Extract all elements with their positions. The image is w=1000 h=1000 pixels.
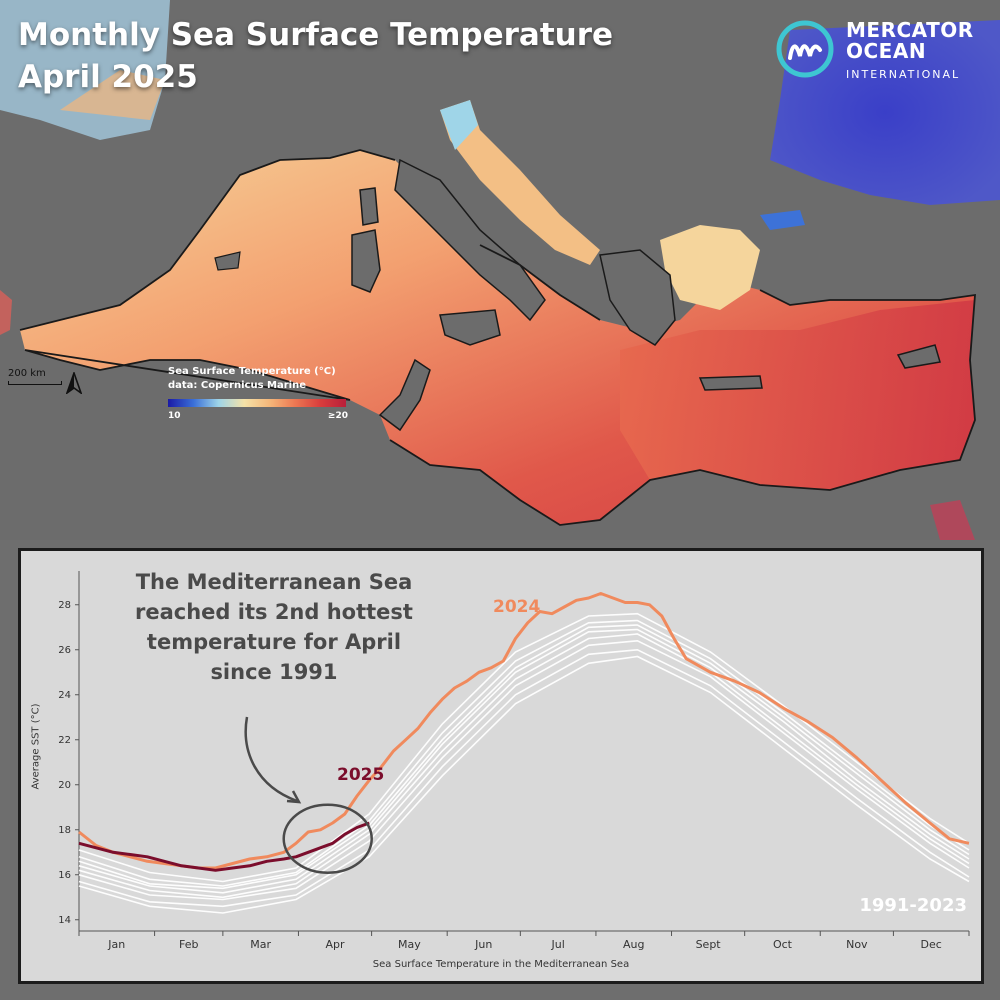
x-axis-label: Sea Surface Temperature in the Mediterra… — [372, 959, 630, 970]
balearic-islands — [214, 251, 241, 271]
highlight-circle — [282, 803, 373, 874]
y-tick-label: 28 — [58, 600, 71, 611]
italy-land — [394, 158, 546, 322]
x-tick-label: Dec — [921, 938, 942, 951]
climatology-line — [78, 648, 970, 908]
legend-colorbar — [168, 399, 346, 407]
scale-bar: 200 km — [8, 368, 62, 385]
greece-land — [599, 249, 676, 346]
mercator-logo: MERCATOR OCEAN INTERNATIONAL — [774, 18, 984, 86]
adriatic-sea — [440, 100, 600, 265]
corsica-island — [359, 187, 379, 226]
annotation-arrowhead — [286, 790, 302, 804]
tunisia-land — [378, 358, 431, 432]
cyprus-island — [896, 344, 941, 369]
aegean-sea — [660, 225, 760, 310]
series-line-2024 — [78, 592, 970, 870]
mercator-m-icon — [776, 20, 834, 78]
legend-min-label: 10 — [168, 411, 181, 421]
y-axis-label: Average SST (°C) — [30, 703, 42, 790]
x-tick-label: Aug — [623, 938, 644, 951]
x-tick-label: Mar — [250, 938, 271, 951]
legend-source: data: Copernicus Marine — [168, 380, 306, 391]
map-legend: Sea Surface Temperature (°C) data: Coper… — [168, 365, 348, 421]
y-tick-label: 18 — [58, 825, 71, 836]
x-tick-label: Oct — [773, 938, 793, 951]
sst-map — [0, 0, 1000, 540]
y-tick-label: 26 — [58, 645, 71, 656]
series-label-2024: 2024 — [493, 597, 541, 617]
marmara-sea — [760, 210, 805, 230]
page-title: Monthly Sea Surface Temperature April 20… — [18, 14, 613, 98]
logo-line-2: OCEAN — [846, 39, 927, 63]
x-tick-label: Sept — [696, 938, 722, 951]
scale-label: 200 km — [8, 368, 46, 379]
climatology-line — [78, 655, 970, 914]
y-tick-label: 22 — [58, 735, 71, 746]
title-line-2: April 2025 — [18, 59, 198, 95]
series-line-2025 — [78, 821, 370, 872]
climatology-line — [78, 612, 970, 883]
north-arrow-icon — [66, 372, 82, 394]
climatology-line — [78, 628, 970, 894]
logo-line-1: MERCATOR — [846, 18, 974, 42]
legend-title: Sea Surface Temperature (°C) — [168, 366, 336, 377]
sardinia-island — [351, 229, 381, 293]
climatology-line — [78, 624, 970, 890]
climatology-line — [78, 633, 970, 899]
legend-max-label: ≥20 — [327, 411, 348, 421]
sst-chart-panel: 14 16 18 20 22 24 26 28 Jan Feb Mar Apr May Jun Jul Aug… — [18, 548, 984, 984]
climatology-line — [78, 639, 970, 901]
scale-bar-line — [8, 381, 62, 385]
series-label-2025: 2025 — [337, 765, 385, 785]
sicily-island — [439, 309, 501, 346]
climatology-range-label: 1991-2023 — [859, 895, 967, 916]
chart-annotation: The Mediterranean Sea reached its 2nd ho… — [135, 570, 413, 684]
y-tick-label: 24 — [58, 690, 71, 701]
y-tick-label: 20 — [58, 780, 71, 791]
y-tick-label: 14 — [58, 915, 71, 926]
x-tick-label: Nov — [846, 938, 868, 951]
y-tick-label: 16 — [58, 870, 71, 881]
annotation-arrow — [244, 716, 298, 803]
x-tick-label: Jan — [107, 938, 125, 951]
sst-line-chart: 14 16 18 20 22 24 26 28 Jan Feb Mar Apr May Jun Jul Aug… — [58, 571, 970, 951]
x-tick-label: Jun — [474, 938, 492, 951]
logo-line-3: INTERNATIONAL — [846, 68, 961, 81]
climatology-line — [78, 619, 970, 887]
x-tick-label: Jul — [550, 938, 564, 951]
x-tick-label: May — [398, 938, 421, 951]
x-tick-label: Feb — [179, 938, 198, 951]
title-line-1: Monthly Sea Surface Temperature — [18, 17, 614, 53]
x-tick-label: Apr — [326, 938, 346, 951]
crete-island — [698, 375, 763, 391]
